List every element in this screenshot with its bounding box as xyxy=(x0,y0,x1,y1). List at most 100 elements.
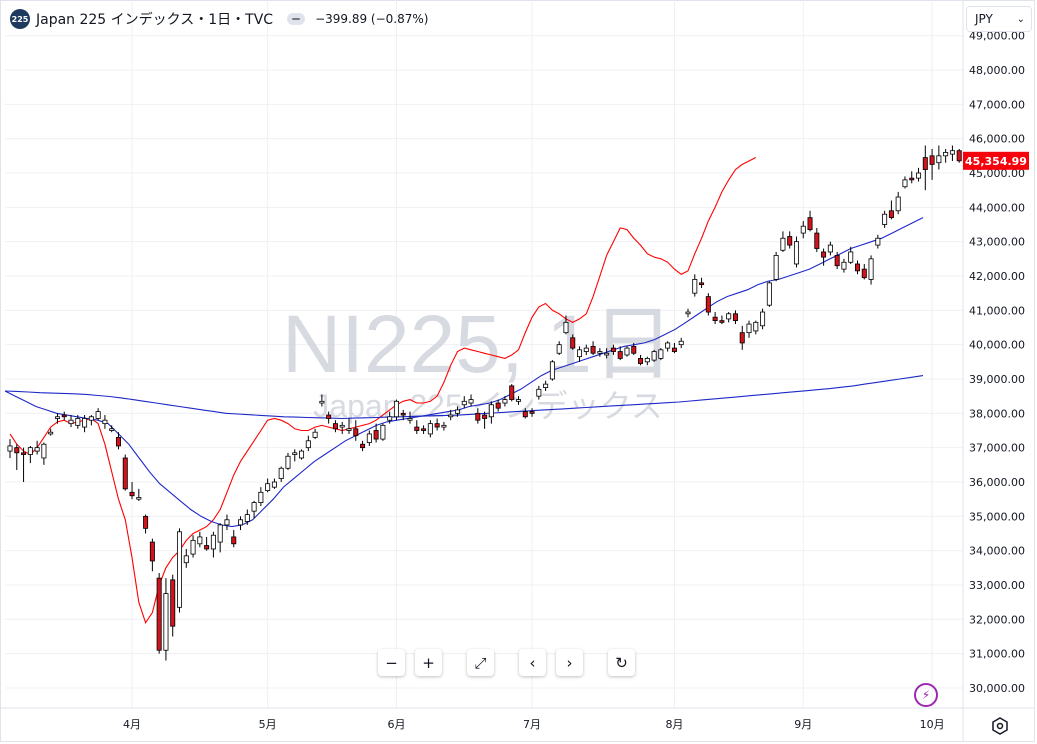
candle xyxy=(719,315,725,325)
candle xyxy=(699,277,705,289)
y-tick-label: 47,000.00 xyxy=(969,98,1025,111)
scroll-right-button[interactable]: › xyxy=(556,649,583,676)
candle xyxy=(231,530,237,548)
grid xyxy=(5,0,963,708)
y-tick-label: 30,000.00 xyxy=(969,682,1025,695)
candle xyxy=(95,408,101,421)
candle xyxy=(109,425,115,433)
lightning-icon[interactable]: ⚡ xyxy=(914,683,938,707)
candle xyxy=(488,401,494,424)
x-tick-label: 4月 xyxy=(123,718,141,731)
y-tick-label: 40,000.00 xyxy=(969,339,1025,352)
candle xyxy=(75,415,81,429)
candle xyxy=(14,444,20,470)
candle xyxy=(807,210,813,232)
candle xyxy=(414,420,420,434)
y-tick-label: 49,000.00 xyxy=(969,30,1025,43)
time-axis: 4月 5月 6月 7月 8月 9月 10月 xyxy=(0,707,1035,731)
zoom-in-button[interactable]: + xyxy=(415,649,442,676)
candle xyxy=(61,411,67,421)
candle xyxy=(441,421,447,431)
x-tick-label: 5月 xyxy=(259,718,277,731)
candle xyxy=(712,312,718,325)
candle xyxy=(427,420,433,438)
zoom-out-button[interactable]: − xyxy=(378,649,405,676)
candle xyxy=(434,418,440,431)
y-tick-label: 32,000.00 xyxy=(969,613,1025,626)
candle xyxy=(278,466,284,482)
candle xyxy=(814,227,820,252)
candle xyxy=(244,509,250,525)
scroll-left-button[interactable]: ‹ xyxy=(519,649,546,676)
candle xyxy=(143,514,149,534)
watermark-main: NI225, 1日 xyxy=(282,299,674,390)
candle xyxy=(271,478,277,489)
candle xyxy=(197,531,203,548)
candle xyxy=(190,535,196,558)
candle xyxy=(949,145,955,161)
candle xyxy=(916,167,922,182)
candle xyxy=(563,315,569,335)
candle xyxy=(461,396,467,409)
candle xyxy=(475,408,481,424)
symbol-badge[interactable]: 225 xyxy=(10,9,30,29)
candle xyxy=(332,420,338,433)
candle xyxy=(380,423,386,441)
candle xyxy=(936,145,942,170)
currency-selector[interactable]: JPY ⌄ xyxy=(966,6,1032,32)
candle xyxy=(529,408,535,417)
candle xyxy=(943,148,949,163)
candle xyxy=(536,385,542,400)
y-tick-label: 44,000.00 xyxy=(969,201,1025,214)
candle xyxy=(543,380,549,392)
candle xyxy=(868,255,874,285)
candle xyxy=(705,293,711,316)
candle xyxy=(495,399,501,412)
y-tick-label: 39,000.00 xyxy=(969,373,1025,386)
candle xyxy=(285,452,291,470)
candle xyxy=(644,356,650,366)
candle xyxy=(590,341,596,355)
candle xyxy=(793,236,799,268)
candle xyxy=(292,449,298,462)
candle xyxy=(671,342,677,354)
y-tick-label: 38,000.00 xyxy=(969,407,1025,420)
candle xyxy=(726,312,732,323)
candle xyxy=(136,488,142,501)
chart-title: Japan 225 インデックス・1日・TVC xyxy=(36,12,274,28)
candle xyxy=(882,210,888,228)
candle xyxy=(407,411,413,424)
candle xyxy=(448,409,454,421)
candle xyxy=(258,487,264,507)
candle xyxy=(305,435,311,452)
candle xyxy=(753,320,759,335)
candle xyxy=(299,449,305,460)
candle xyxy=(353,420,359,441)
y-tick-label: 46,000.00 xyxy=(969,133,1025,146)
fullscreen-button[interactable]: ⤢ xyxy=(467,649,494,676)
y-tick-label: 42,000.00 xyxy=(969,270,1025,283)
candle xyxy=(766,281,772,307)
candle xyxy=(387,411,393,424)
candle xyxy=(746,320,752,338)
gear-icon[interactable] xyxy=(990,716,1010,736)
candle xyxy=(115,432,121,450)
candle xyxy=(102,415,108,429)
candle xyxy=(129,482,135,500)
candle xyxy=(238,516,244,531)
candle xyxy=(41,442,47,465)
candle xyxy=(312,428,318,440)
chevron-down-icon: ⌄ xyxy=(1016,13,1025,25)
reset-button[interactable]: ↻ xyxy=(608,649,635,676)
candle xyxy=(373,423,379,443)
candle xyxy=(27,445,33,464)
currency-label: JPY xyxy=(975,12,993,26)
candle xyxy=(848,246,854,264)
candle xyxy=(360,440,366,452)
candle xyxy=(597,348,603,357)
candle xyxy=(251,500,257,519)
candle xyxy=(393,399,399,421)
candle xyxy=(780,231,786,252)
y-tick-label: 33,000.00 xyxy=(969,579,1025,592)
